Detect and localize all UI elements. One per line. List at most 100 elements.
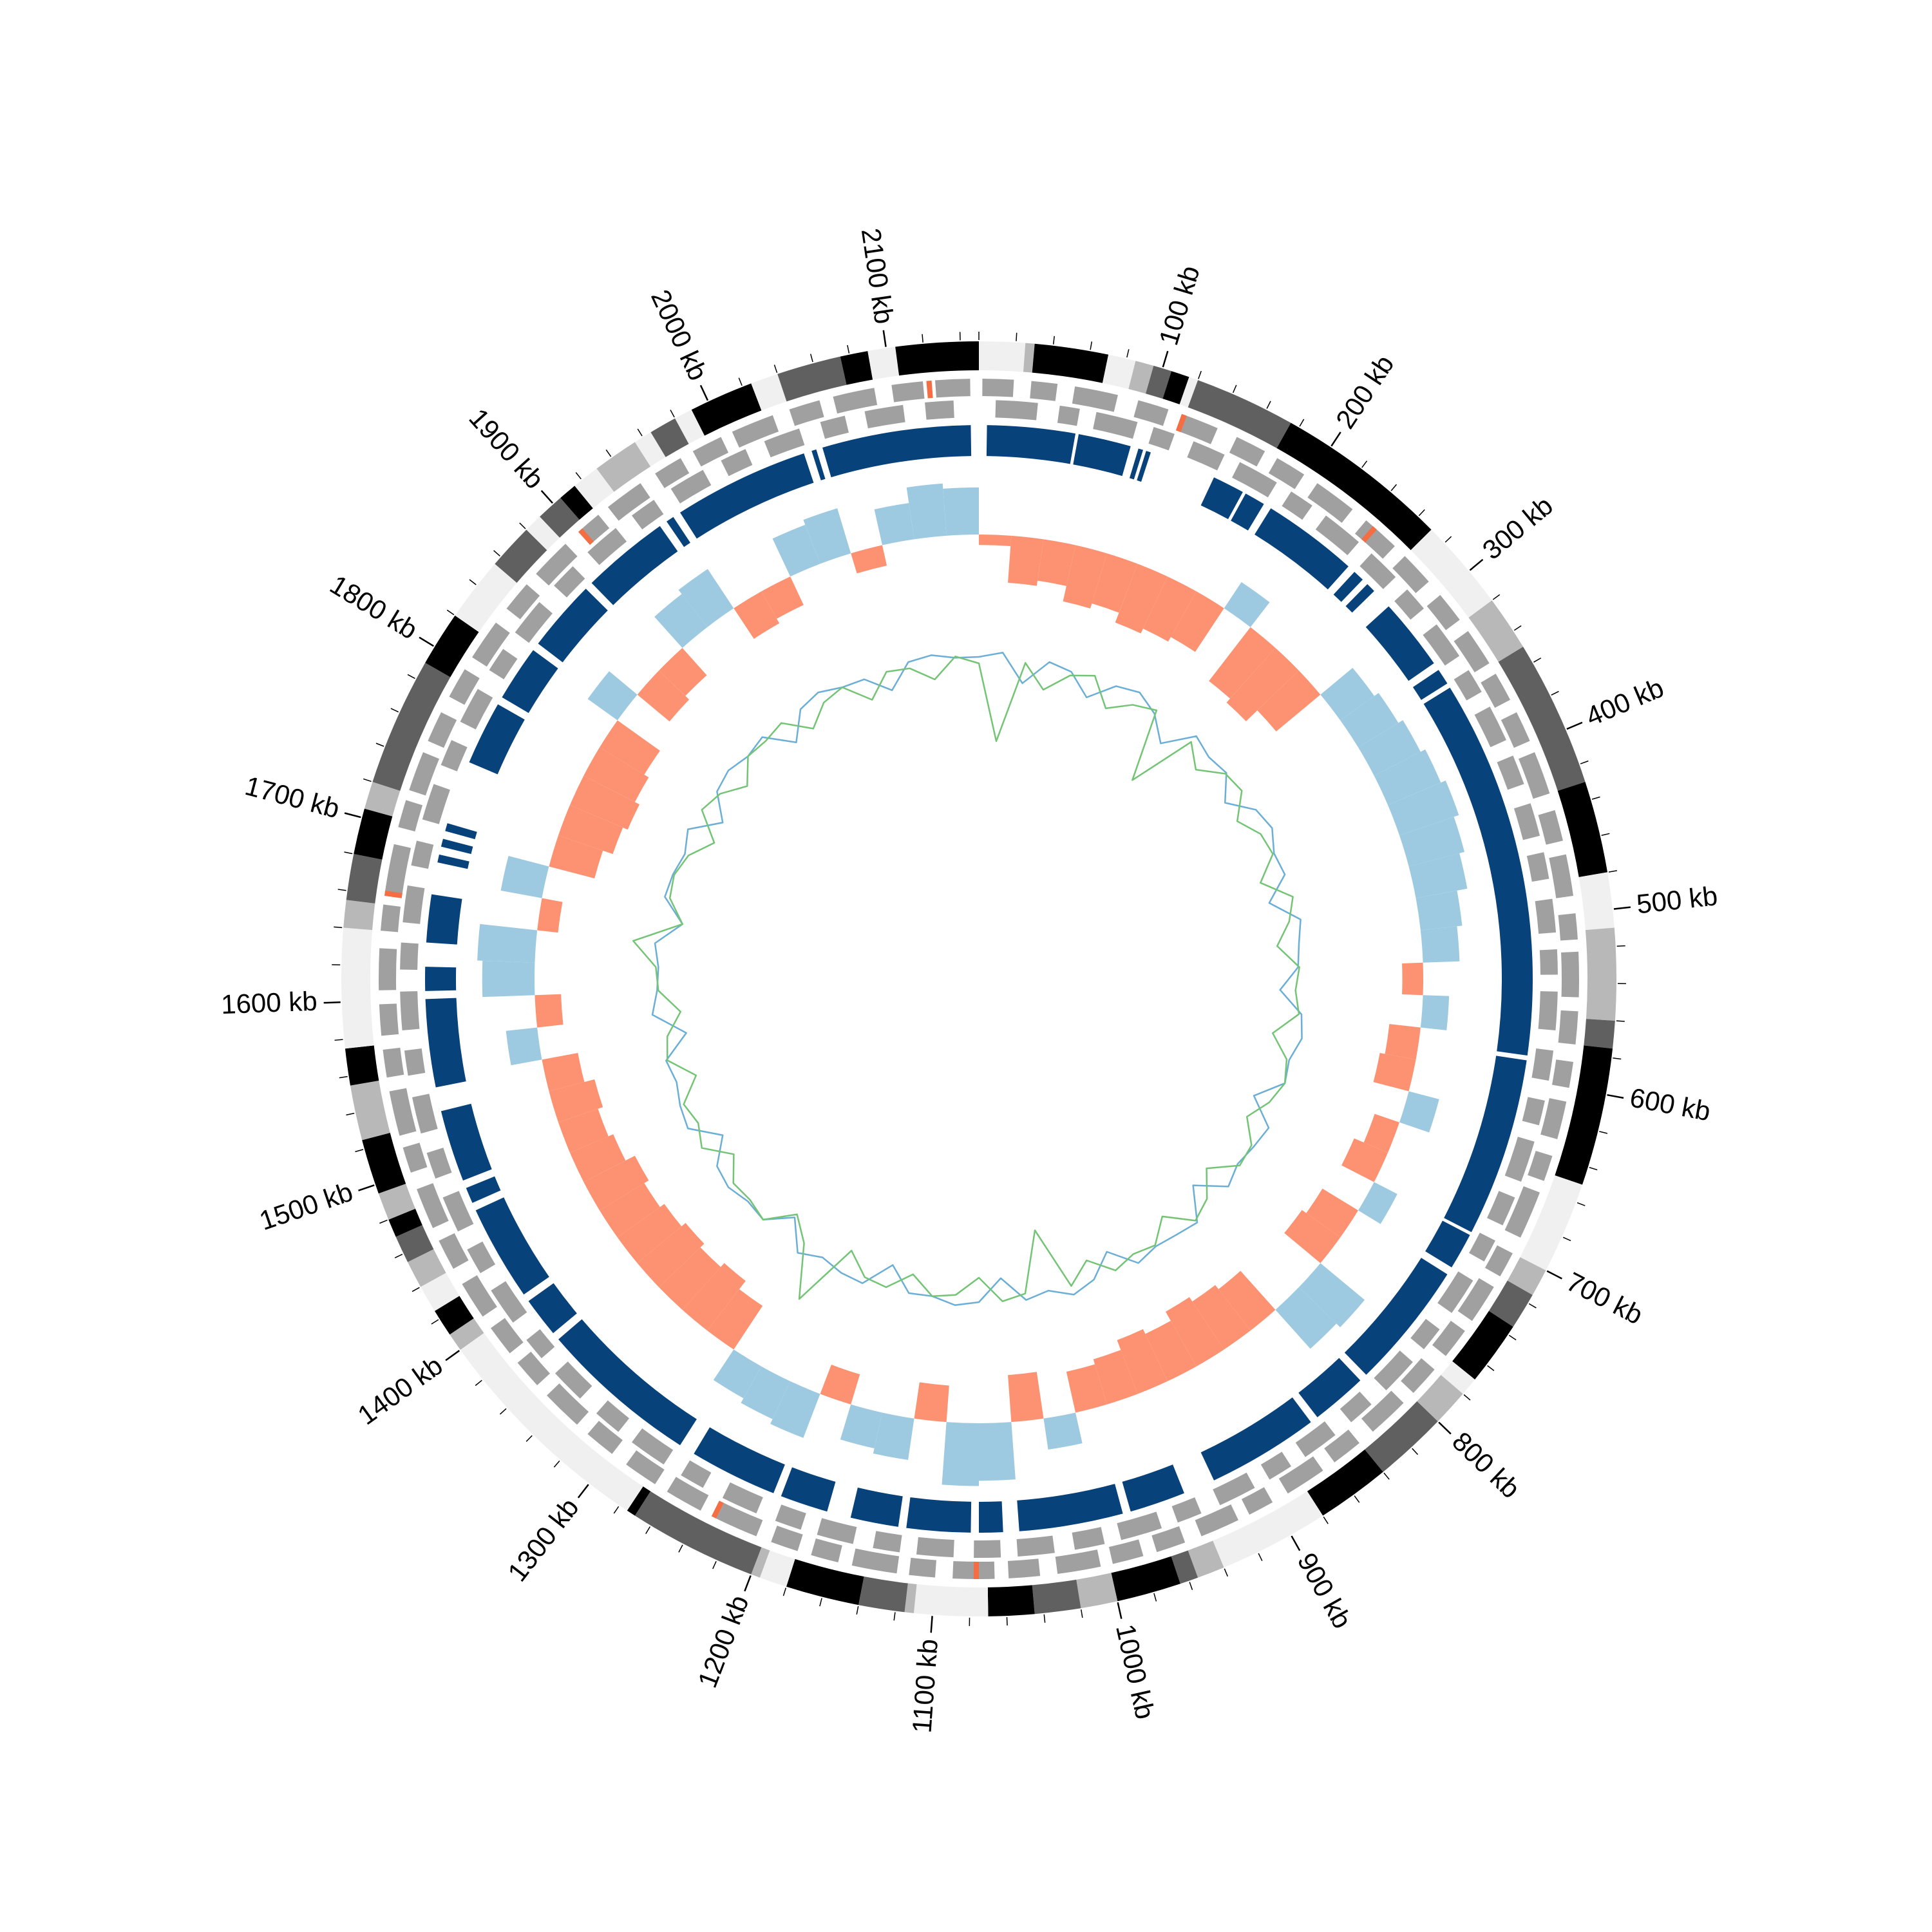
feature [681, 1460, 712, 1488]
feature [439, 1233, 469, 1269]
segment-track [341, 341, 1616, 1616]
minor-tick [334, 1039, 343, 1041]
feature [607, 483, 650, 521]
segment [1213, 1491, 1323, 1567]
segment [850, 1487, 903, 1527]
feature [489, 649, 518, 679]
major-tick [577, 1484, 589, 1499]
feature [626, 1450, 665, 1484]
feature [833, 388, 878, 414]
segment [1162, 371, 1189, 404]
major-tick [419, 636, 434, 647]
bar [1340, 692, 1399, 748]
feature [1282, 491, 1312, 520]
minor-tick [346, 1112, 355, 1116]
segment [528, 1283, 577, 1334]
minor-tick [1266, 401, 1271, 409]
bar [617, 1204, 682, 1264]
segment [434, 1296, 474, 1335]
feature [775, 1504, 806, 1530]
segment [1188, 380, 1291, 448]
feature [873, 1531, 902, 1553]
feature [1072, 1527, 1105, 1550]
segment [1188, 1540, 1224, 1578]
segment [1073, 434, 1131, 477]
minor-tick [1299, 419, 1305, 427]
feature [817, 1518, 857, 1544]
feature [442, 1191, 474, 1232]
feature [440, 740, 468, 772]
minor-tick [1224, 1568, 1228, 1577]
segment [440, 1103, 492, 1181]
segment [1412, 670, 1448, 700]
feature [670, 469, 712, 504]
minor-tick [1052, 336, 1055, 345]
minor-tick [390, 708, 399, 713]
feature [1474, 706, 1506, 748]
feature [1487, 1191, 1515, 1226]
bar [558, 805, 623, 855]
bar [682, 1263, 746, 1331]
feature [1432, 1320, 1465, 1356]
feature [400, 942, 419, 970]
segment [1146, 365, 1172, 399]
feature [655, 458, 690, 489]
feature [1410, 1318, 1440, 1350]
feature [1117, 1511, 1162, 1540]
segment [466, 1176, 501, 1203]
feature [400, 991, 420, 1031]
minor-tick [1361, 460, 1368, 468]
bar [1408, 853, 1468, 898]
feature [1359, 553, 1396, 589]
bar [659, 1247, 721, 1310]
feature [1519, 752, 1550, 799]
bar [1416, 890, 1463, 931]
feature [587, 1421, 623, 1454]
bar [914, 1382, 949, 1423]
minor-tick [1551, 690, 1559, 696]
feature [1016, 1535, 1055, 1557]
feature [1423, 624, 1460, 666]
segment [460, 1332, 643, 1511]
major-tick [358, 1184, 375, 1191]
segment [1102, 354, 1136, 390]
segment [759, 1550, 795, 1587]
segment [867, 346, 900, 380]
bar [979, 535, 1012, 547]
segment [913, 1584, 989, 1616]
segment [1444, 1056, 1527, 1233]
segment [538, 589, 608, 663]
bar [1218, 1271, 1276, 1331]
feature [389, 1088, 417, 1136]
feature [1361, 1390, 1404, 1432]
bar [477, 923, 538, 963]
feature [491, 1281, 527, 1323]
bar [1037, 539, 1076, 586]
feature [1007, 1558, 1041, 1578]
bar [1093, 1350, 1138, 1405]
bar [587, 671, 638, 721]
minor-tick [1126, 349, 1130, 358]
minor-tick [1577, 1202, 1586, 1206]
minor-tick [446, 609, 455, 616]
feature [578, 528, 594, 545]
feature [1307, 483, 1353, 523]
segment [362, 1133, 406, 1194]
feature [1260, 1452, 1292, 1480]
feature [1187, 441, 1225, 471]
minor-tick [1528, 1303, 1537, 1309]
feature [1030, 381, 1058, 401]
segment [1111, 1556, 1180, 1602]
segment [627, 1486, 651, 1516]
segment [650, 418, 689, 457]
segment [1507, 1257, 1546, 1295]
major-tick [1162, 350, 1169, 368]
feature [891, 381, 925, 402]
feature [1484, 1245, 1513, 1277]
feature [851, 1548, 900, 1574]
minor-tick [499, 1408, 507, 1415]
bar [840, 1404, 882, 1449]
feature [1392, 556, 1429, 594]
segment [1452, 1311, 1513, 1380]
segment [634, 432, 666, 467]
